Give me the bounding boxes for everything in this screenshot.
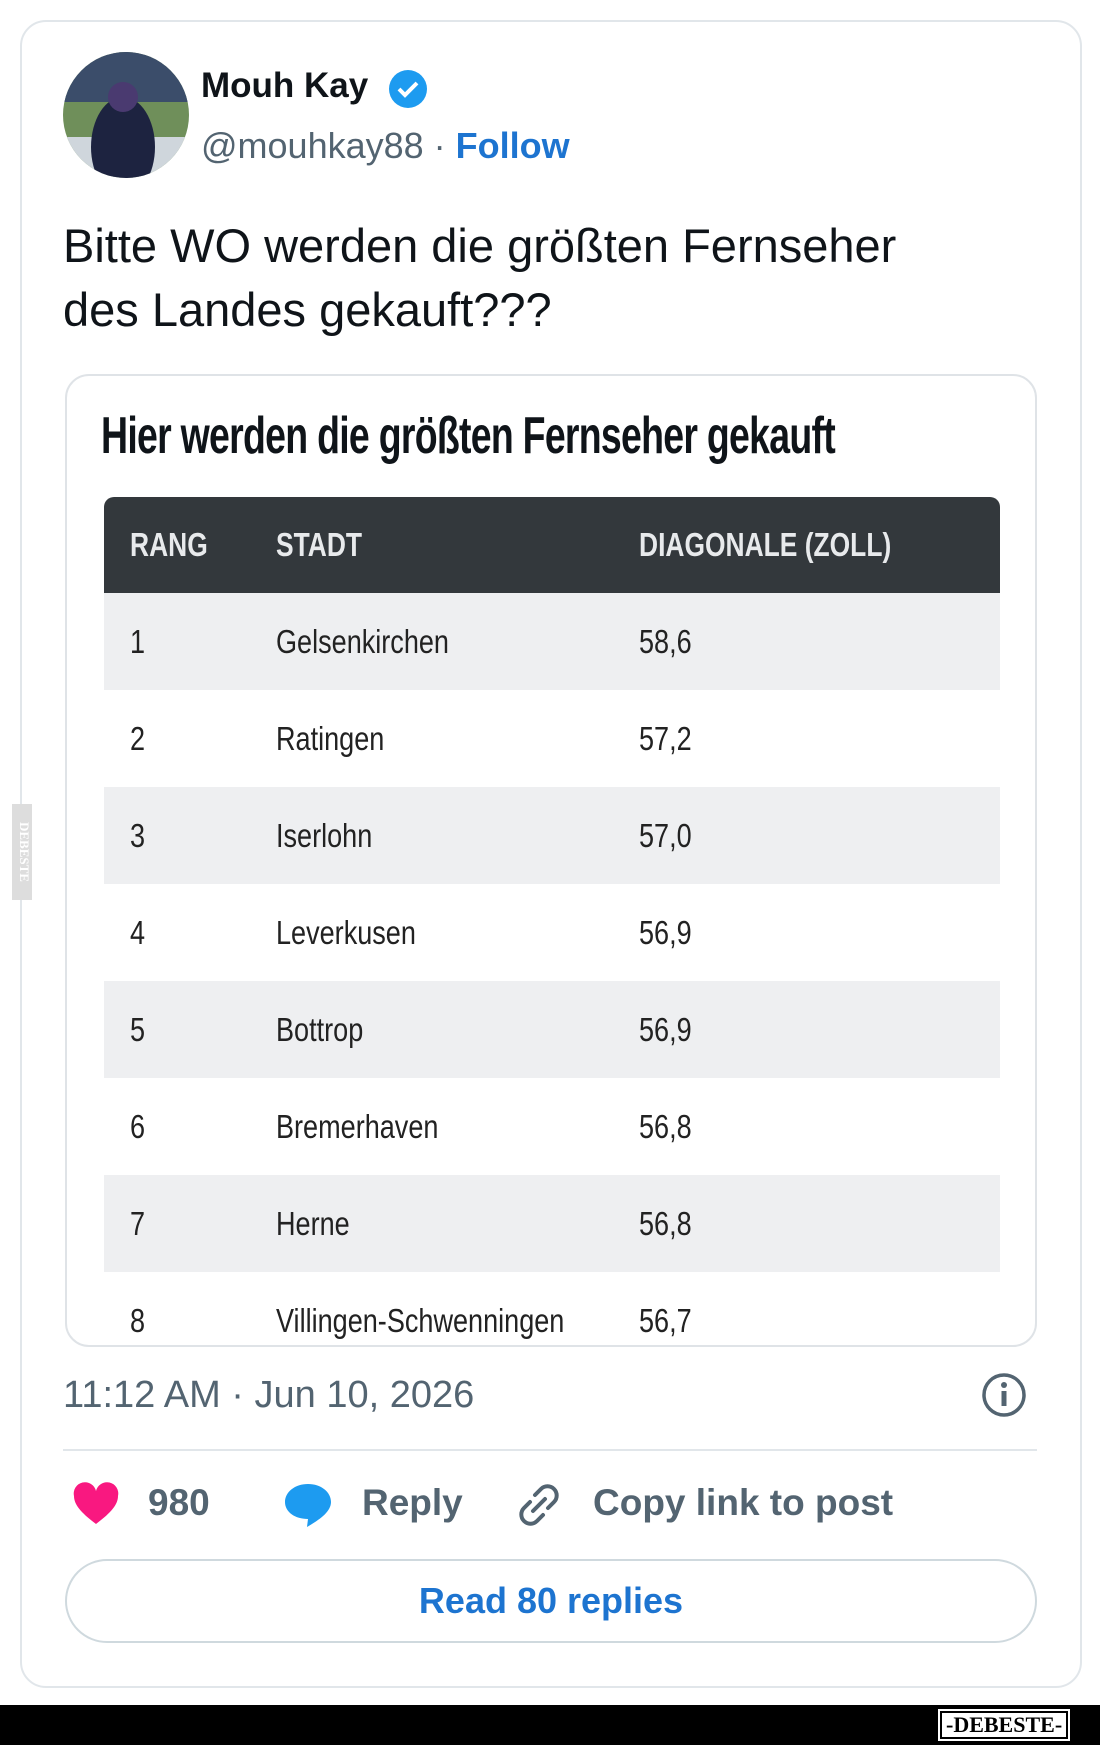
tweet-text: des Landes gekauft??? — [63, 283, 552, 336]
reply-icon[interactable] — [283, 1482, 333, 1528]
table-cell: 58,6 — [639, 623, 692, 660]
reply-button[interactable]: Reply — [362, 1482, 463, 1523]
info-icon[interactable] — [981, 1372, 1027, 1418]
table-cell: 56,7 — [639, 1302, 692, 1339]
author-handle[interactable]: @mouhkay88 · Follow — [201, 125, 570, 166]
table-row: 7 Herne 56,8 — [104, 1175, 1000, 1272]
handle[interactable]: @mouhkay88 — [201, 125, 424, 166]
table-cell: 56,9 — [639, 1011, 692, 1048]
table-cell: 5 — [130, 1011, 146, 1048]
divider — [63, 1449, 1037, 1451]
timestamp[interactable]: 11:12 AM · Jun 10, 2026 — [63, 1374, 475, 1416]
table-row: 1 Gelsenkirchen 58,6 — [104, 593, 1000, 690]
table-cell: 7 — [130, 1205, 146, 1242]
table-cell: Herne — [276, 1205, 350, 1242]
table-cell: 57,2 — [639, 720, 692, 757]
read-replies-button[interactable]: Read 80 replies — [65, 1559, 1037, 1643]
footer-bar — [0, 1705, 1100, 1745]
watermark: -DEBESTE- — [937, 1709, 1071, 1741]
embedded-image[interactable]: Hier werden die größten Fernseher gekauf… — [65, 374, 1037, 1347]
embed-title: Hier werden die größten Fernseher gekauf… — [101, 407, 836, 465]
table-cell: Bremerhaven — [276, 1108, 439, 1145]
link-icon[interactable] — [515, 1481, 563, 1529]
table-cell: 56,8 — [639, 1108, 692, 1145]
copy-link-button[interactable]: Copy link to post — [593, 1482, 894, 1523]
table-cell: 3 — [130, 817, 146, 854]
table-cell: Gelsenkirchen — [276, 623, 449, 660]
like-count[interactable]: 980 — [148, 1482, 210, 1523]
table-cell: 56,9 — [639, 914, 692, 951]
author-name[interactable]: Mouh Kay — [201, 66, 369, 105]
table-cell: 57,0 — [639, 817, 692, 854]
table-cell: Leverkusen — [276, 914, 416, 951]
table-header: RANG STADT DIAGONALE (ZOLL) — [104, 497, 1000, 593]
header-cell: STADT — [276, 526, 363, 563]
table-row: 3 Iserlohn 57,0 — [104, 787, 1000, 884]
watermark: DEBESTE — [12, 804, 32, 900]
verified-badge — [389, 70, 427, 108]
table-cell: Ratingen — [276, 720, 385, 757]
table-row: 2 Ratingen 57,2 — [104, 690, 1000, 787]
table: RANG STADT DIAGONALE (ZOLL) 1 Gelsenkirchen 5… — [104, 497, 1000, 1345]
table-cell: 6 — [130, 1108, 146, 1145]
table-cell: Bottrop — [276, 1011, 364, 1048]
table-row: 5 Bottrop 56,9 — [104, 981, 1000, 1078]
header-cell: RANG — [130, 526, 208, 563]
table-cell: Iserlohn — [276, 817, 373, 854]
follow-button[interactable]: Follow — [455, 125, 570, 166]
table-cell: 2 — [130, 720, 146, 757]
table-cell: 1 — [130, 623, 146, 660]
like-icon[interactable] — [72, 1482, 120, 1526]
header-cell: DIAGONALE (ZOLL) — [639, 526, 892, 563]
table-row: 6 Bremerhaven 56,8 — [104, 1078, 1000, 1175]
table-cell: 8 — [130, 1302, 146, 1339]
tweet-text: Bitte WO werden die größten Fernseher — [63, 219, 897, 272]
avatar[interactable] — [63, 52, 189, 178]
table-row: 8 Villingen-Schwenningen 56,7 — [104, 1272, 1000, 1345]
table-cell: 4 — [130, 914, 146, 951]
table-cell: 56,8 — [639, 1205, 692, 1242]
table-cell: Villingen-Schwenningen — [276, 1302, 565, 1339]
table-row: 4 Leverkusen 56,9 — [104, 884, 1000, 981]
